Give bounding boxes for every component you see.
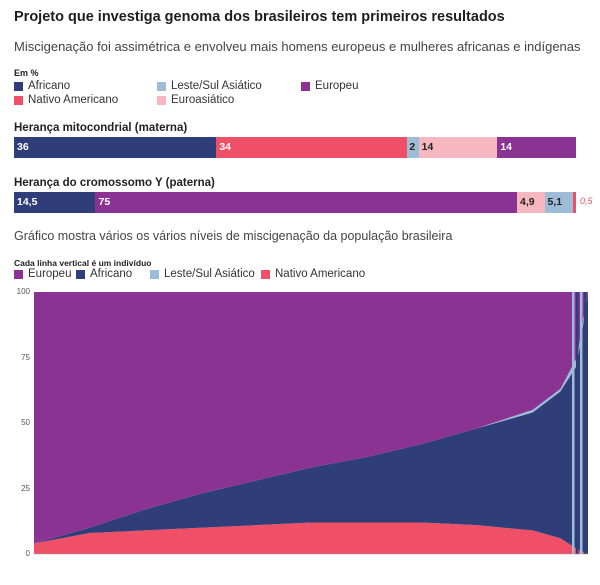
area-legend-item: Nativo Americano (261, 268, 365, 280)
individual-stripe (572, 292, 575, 554)
legend-label: Africano (90, 268, 133, 280)
chart-subtitle: Miscigenação foi assimétrica e envolveu … (14, 39, 581, 54)
legend-swatch (150, 269, 159, 279)
legend-swatch (14, 269, 23, 279)
legend-swatch (76, 269, 85, 279)
area-chart-note: Cada linha vertical é um indivíduo (14, 258, 152, 268)
legend-item: Africano (14, 80, 70, 92)
bar-segment (516, 192, 545, 213)
bar-segment (14, 192, 96, 213)
area-legend: Europeu Africano Leste/Sul Asiático Nativo … (14, 268, 574, 284)
y-tick-label: 0 (25, 549, 30, 558)
area-legend-item: Africano (76, 268, 132, 280)
legend-item: Euroasiático (157, 94, 234, 106)
legend-swatch (14, 81, 23, 91)
y-tick-label: 50 (21, 418, 30, 427)
unit-label: Em % (14, 68, 39, 78)
bar-segment (418, 137, 498, 158)
bar-segment-label: 14 (500, 141, 512, 153)
area-legend-item: Europeu (14, 268, 71, 280)
individual-stripe (580, 292, 583, 554)
legend-label: Nativo Americano (275, 268, 366, 280)
y-tick-label: 25 (21, 483, 30, 493)
bar-segment-label: 14,5 (17, 196, 38, 208)
bar-segment-label: 14 (421, 141, 434, 153)
legend-item: Nativo Americano (14, 94, 118, 106)
bar-segment-label: 75 (98, 196, 111, 208)
legend-label: Nativo Americano (28, 94, 119, 106)
legend-label: Europeu (315, 80, 359, 92)
legend-swatch (157, 81, 166, 91)
legend-item: Europeu (301, 80, 358, 92)
legend-label: Leste/Sul Asiático (164, 268, 255, 280)
legend-swatch (261, 269, 270, 279)
bar-segment (95, 192, 517, 213)
area-series-nativo-americano (34, 522, 588, 554)
legend-label: Euroasiático (171, 94, 235, 106)
legend-item: Leste/Sul Asiático (157, 80, 262, 92)
individual-stripe (576, 292, 579, 554)
bar-segment-label: 34 (219, 141, 231, 153)
y-tick-label: 75 (21, 352, 30, 362)
bar-segment-label: 2 (409, 141, 416, 153)
legend-label: Africano (28, 80, 71, 92)
area-series-africano (34, 292, 588, 554)
area-chart-title: Gráfico mostra vários os vários níveis d… (14, 229, 453, 243)
area-series-europeu (34, 292, 588, 544)
legend-label: Leste/Sul Asiático (171, 80, 262, 92)
legend-swatch (301, 81, 310, 91)
bar-segment (544, 192, 574, 213)
bar-segment-label: 4,9 (519, 196, 535, 208)
chart-title: Projeto que investiga genoma dos brasile… (14, 9, 505, 25)
bar-segment (573, 192, 576, 213)
bar-segment-label: 5,1 (547, 196, 563, 208)
bar-segment-label: 36 (17, 141, 29, 153)
individual-stripe (584, 292, 587, 554)
mito-bar: 36 34 2 14 14 (14, 137, 576, 158)
legend: Africano Leste/Sul Asiático Europeu Nativo … (14, 80, 574, 110)
legend-swatch (157, 95, 166, 105)
bar-segment (407, 137, 419, 158)
area-legend-item: Leste/Sul Asiático (150, 268, 255, 280)
legend-label: Europeu (28, 268, 72, 280)
bar-segment (14, 137, 217, 158)
bar-segment-label: 0,5 (580, 196, 593, 206)
y-chromosome-bar: 14,5 75 4,9 5,1 0,5 (14, 192, 593, 213)
bar-segment (497, 137, 576, 158)
mito-bar-title: Herança mitocondrial (materna) (14, 122, 188, 134)
bar-segment (216, 137, 408, 158)
y-tick-label: 100 (16, 287, 30, 296)
legend-swatch (14, 95, 23, 105)
y-bar-title: Herança do cromossomo Y (paterna) (14, 177, 215, 189)
